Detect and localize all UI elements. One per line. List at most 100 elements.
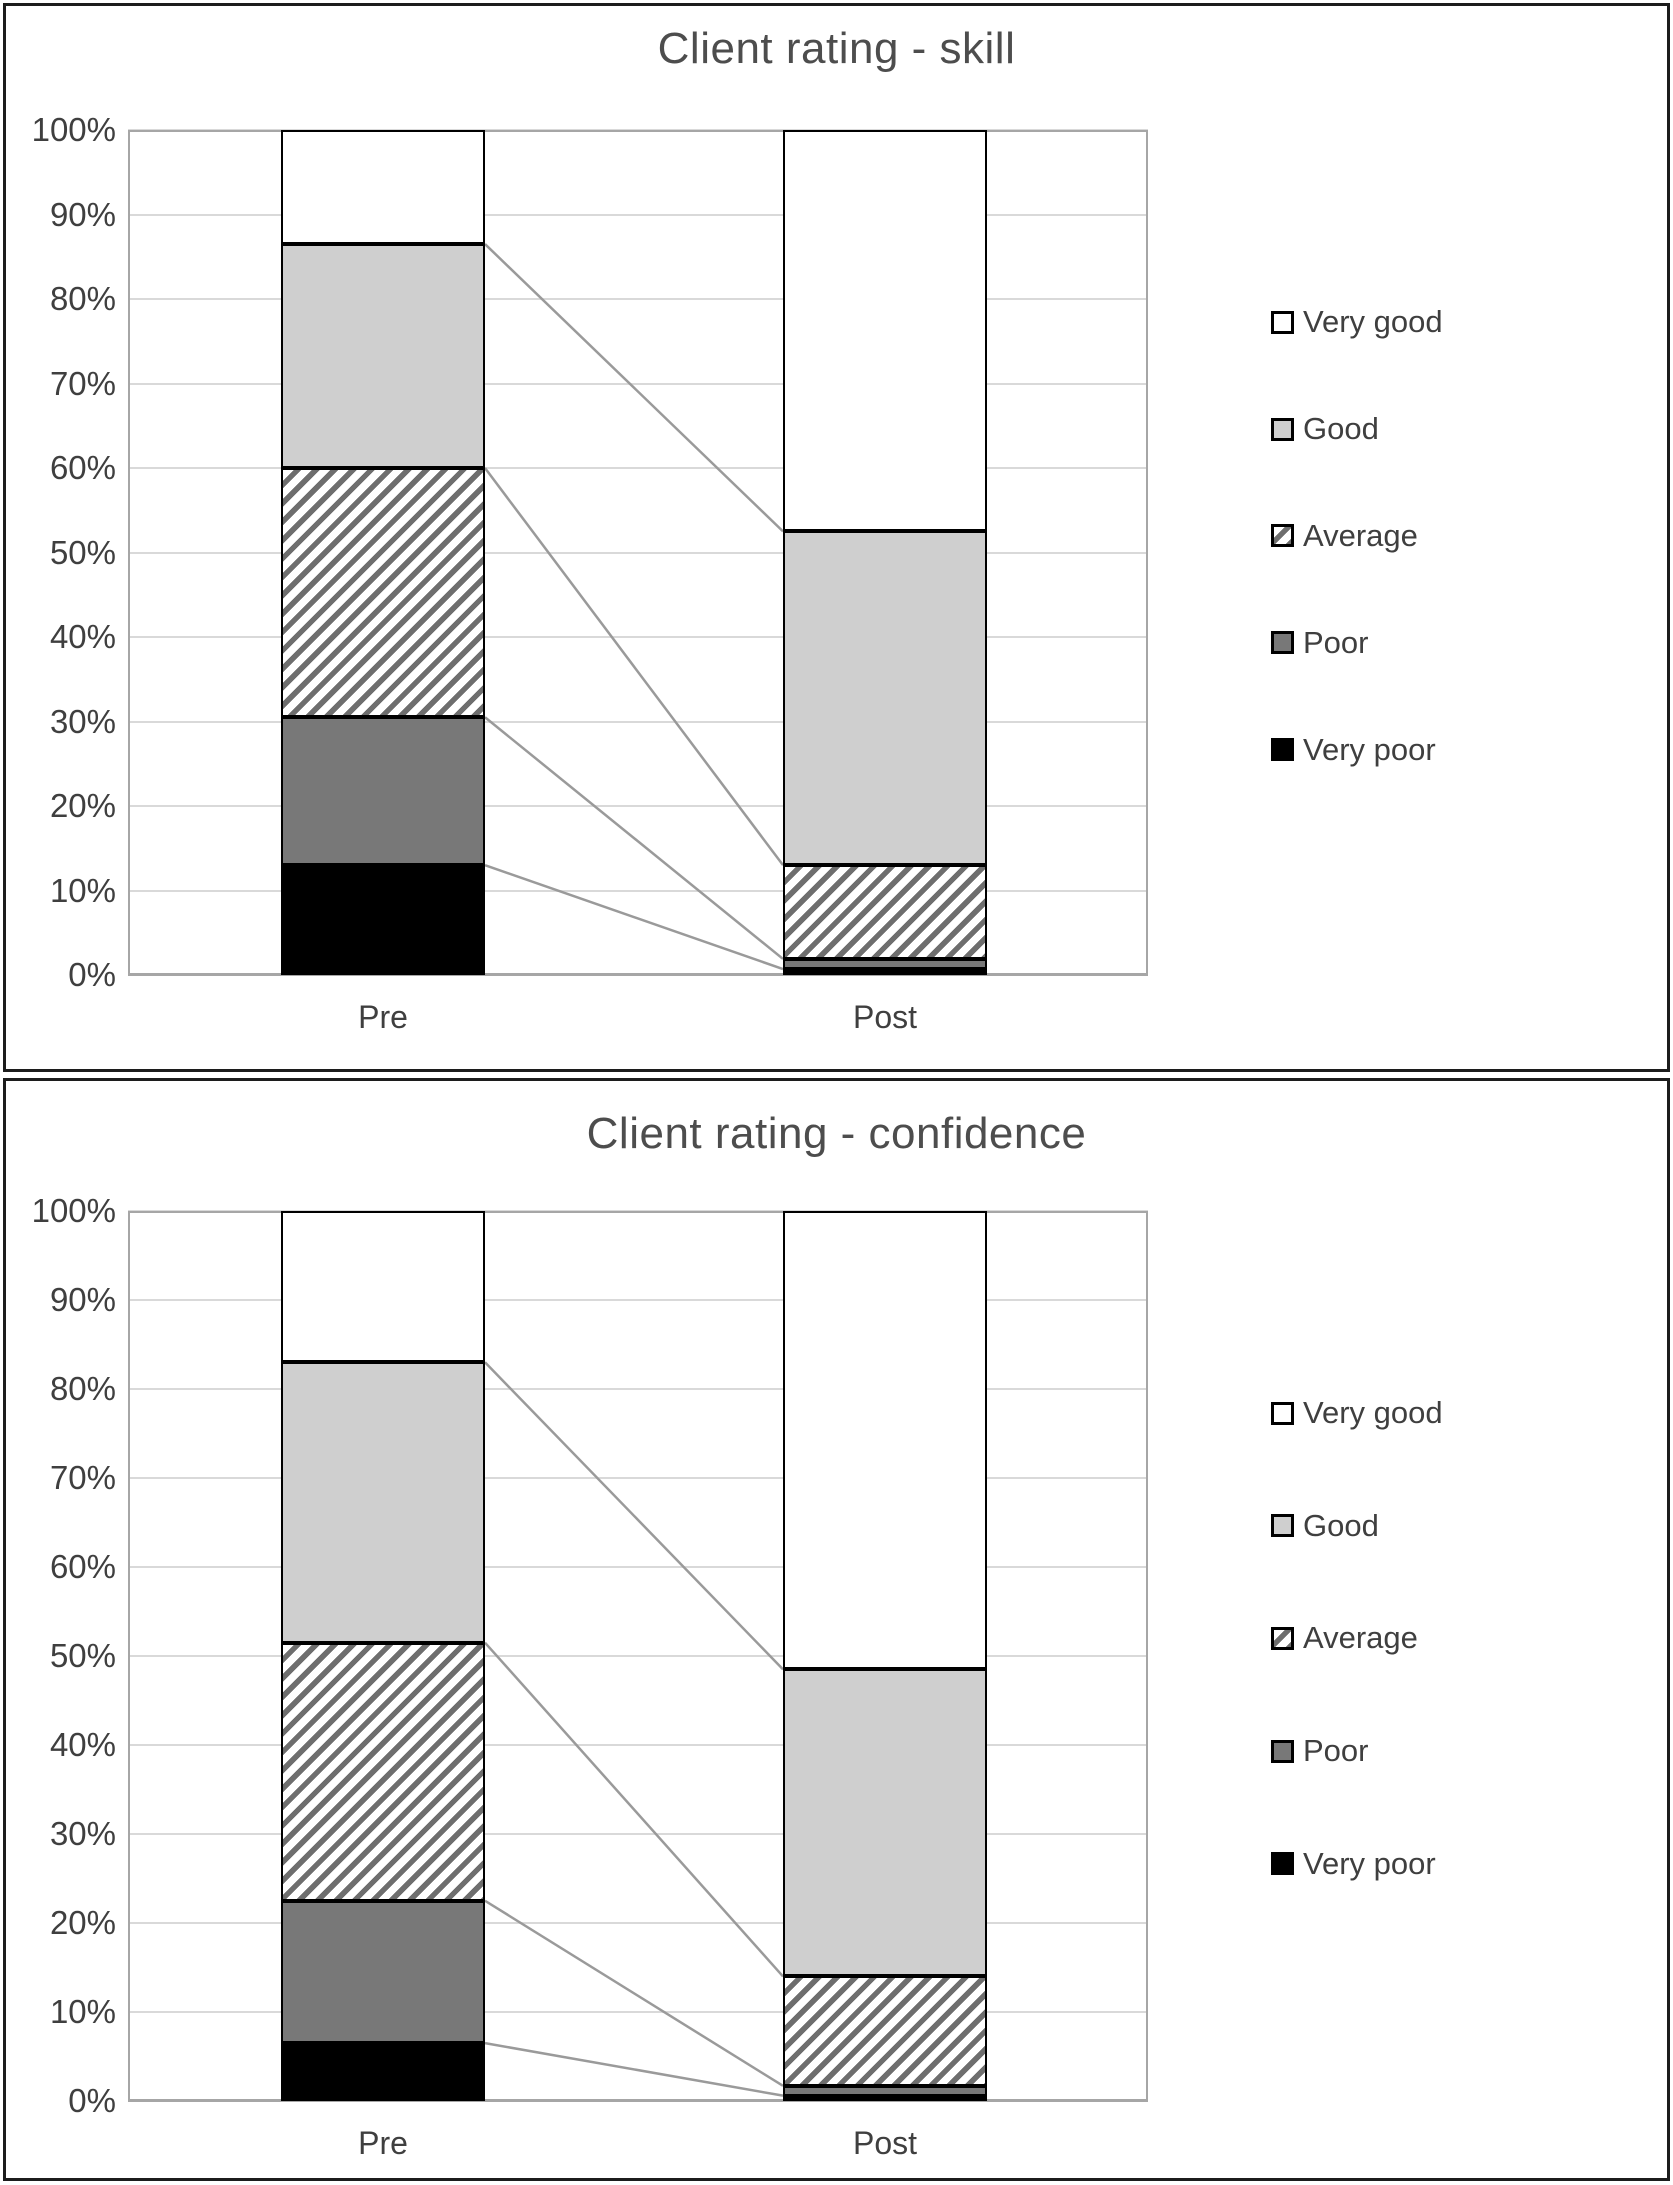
y-tick-label: 40%	[49, 1726, 116, 1763]
legend-swatch-icon	[1271, 310, 1294, 334]
confidence-chart-title: Client rating - confidence	[586, 1109, 1087, 1158]
legend-label: Poor	[1303, 1733, 1369, 1768]
y-tick-label: 70%	[49, 364, 116, 402]
skill-chart: Client rating - skill 0% 10% 20% 30% 40% 50% 6…	[3, 3, 1670, 1072]
gridline	[128, 1655, 1148, 1657]
connector-line	[484, 2041, 784, 2097]
legend-item: Average	[1271, 1620, 1418, 1656]
gridline	[128, 298, 1148, 300]
legend-label: Poor	[1303, 624, 1369, 660]
legend-item: Very poor	[1271, 732, 1436, 768]
legend-label: Very good	[1303, 304, 1443, 340]
gridline	[128, 805, 1148, 807]
bar-segment-very_good	[281, 1211, 485, 1363]
x-axis-line	[128, 974, 1148, 976]
bar-segment-average	[783, 1976, 987, 2086]
legend-label: Average	[1303, 517, 1418, 553]
connector-line	[484, 716, 784, 960]
y-tick-label: 0%	[68, 2082, 116, 2119]
legend-item: Poor	[1271, 625, 1368, 661]
legend-swatch-icon	[1271, 1739, 1294, 1763]
gridline	[128, 1477, 1148, 1479]
gridline	[128, 889, 1148, 892]
x-tick-label: Pre	[358, 999, 408, 1035]
y-tick-label: 50%	[49, 1637, 116, 1674]
bar-segment-poor	[783, 958, 987, 970]
bar-segment-good	[783, 1669, 987, 1977]
legend-swatch-icon	[1271, 738, 1294, 762]
gridline	[128, 720, 1148, 723]
bar-segment-very_good	[783, 1211, 987, 1670]
legend-swatch-icon	[1271, 1852, 1294, 1876]
connector-line	[484, 1899, 784, 2087]
y-tick-label: 40%	[49, 618, 116, 655]
gridline	[128, 551, 1148, 554]
y-tick-label: 30%	[49, 1815, 116, 1852]
x-tick-label: Post	[852, 2125, 918, 2161]
bar-segment-very_poor	[281, 865, 485, 975]
y-tick-label: 50%	[49, 533, 116, 571]
confidence-chart: Client rating - confidence 0% 10% 20% 30% 40…	[3, 1078, 1670, 2181]
legend-swatch-icon	[1271, 1401, 1294, 1425]
y-tick-label: 90%	[49, 195, 116, 233]
bar-segment-very_poor	[783, 2095, 987, 2101]
y-tick-label: 0%	[68, 956, 116, 993]
legend-item: Very good	[1271, 304, 1443, 340]
y-tick-label: 60%	[49, 1548, 116, 1585]
bar-segment-poor	[281, 1900, 485, 2044]
legend-swatch-icon	[1271, 1514, 1294, 1538]
legend-item: Good	[1271, 411, 1379, 447]
bar-segment-good	[783, 531, 987, 866]
connector-line	[484, 243, 784, 533]
bar-segment-average	[783, 865, 987, 959]
legend-item: Good	[1271, 1508, 1379, 1544]
gridline	[128, 467, 1148, 469]
connector-line	[484, 1361, 784, 1671]
gridline	[128, 1833, 1148, 1835]
y-tick-label: 10%	[49, 1993, 116, 2030]
y-tick-label: 100%	[31, 111, 116, 148]
plot-area-border	[128, 1211, 1148, 2101]
legend-label: Very good	[1303, 1395, 1443, 1431]
legend-item: Very good	[1271, 1395, 1443, 1431]
legend-item: Poor	[1271, 1733, 1368, 1769]
bar-segment-average	[281, 1642, 485, 1901]
bar-segment-poor	[281, 717, 485, 866]
legend-label: Very poor	[1303, 1845, 1436, 1881]
gridline	[128, 636, 1148, 638]
x-tick-label: Post	[852, 999, 918, 1035]
x-axis-line	[128, 2100, 1148, 2102]
bar-segment-good	[281, 1362, 485, 1643]
legend-swatch-icon	[1271, 631, 1294, 655]
bar-segment-average	[281, 468, 485, 718]
y-tick-label: 90%	[49, 1281, 116, 1318]
legend-label: Good	[1303, 411, 1379, 447]
skill-chart-title: Client rating - skill	[657, 24, 1016, 73]
y-tick-label: 20%	[49, 1904, 116, 1941]
bar-segment-very_good	[783, 130, 987, 532]
connector-line	[484, 1641, 784, 1978]
legend-label: Average	[1303, 1620, 1418, 1656]
x-tick-label: Pre	[358, 2125, 408, 2161]
y-tick-label: 30%	[49, 702, 116, 740]
y-tick-label: 70%	[49, 1459, 116, 1496]
legend-label: Very poor	[1303, 731, 1436, 767]
legend-item: Very poor	[1271, 1846, 1436, 1882]
gridline	[128, 1299, 1148, 1301]
gridline	[128, 1566, 1148, 1568]
legend-swatch-icon	[1271, 524, 1294, 548]
y-tick-label: 80%	[49, 280, 116, 317]
connector-line	[484, 467, 784, 866]
bar-segment-very_good	[281, 130, 485, 245]
gridline	[128, 382, 1148, 385]
bar-segment-very_poor	[783, 969, 987, 975]
gridline	[128, 1388, 1148, 1390]
y-tick-label: 100%	[31, 1192, 116, 1229]
y-tick-label: 20%	[49, 787, 116, 824]
series-connector-lines	[484, 1361, 784, 2097]
bar-segment-good	[281, 244, 485, 468]
legend-swatch-icon	[1271, 417, 1294, 441]
plot-area-border	[128, 130, 1148, 975]
bar-segment-very_poor	[281, 2043, 485, 2101]
